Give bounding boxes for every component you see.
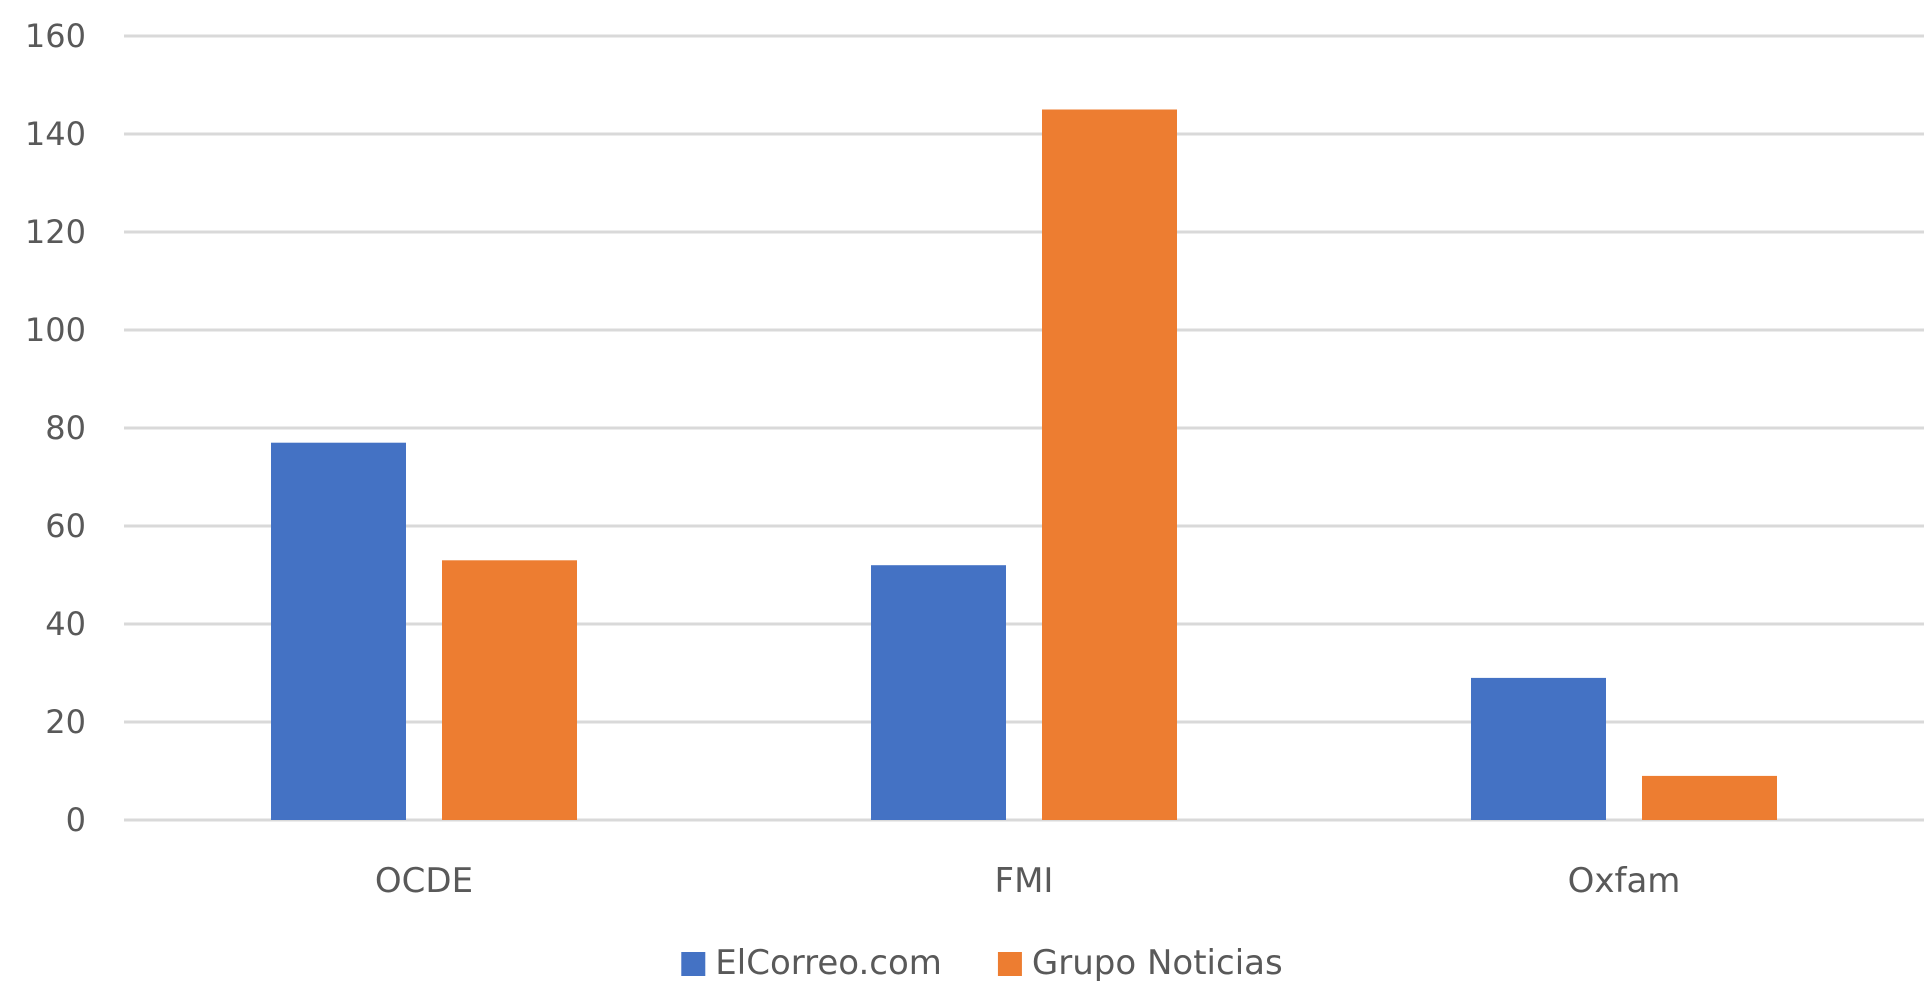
legend-item-elcorreo-com: ElCorreo.com bbox=[681, 943, 942, 983]
legend-item-grupo-noticias: Grupo Noticias bbox=[997, 943, 1283, 983]
y-tick-label: 80 bbox=[45, 409, 86, 447]
y-tick-label: 160 bbox=[25, 17, 86, 55]
y-tick-label: 140 bbox=[25, 115, 86, 153]
y-tick-label: 40 bbox=[45, 605, 86, 643]
bar-grupo-noticias-fmi bbox=[1042, 109, 1177, 820]
y-tick-label: 0 bbox=[66, 801, 86, 839]
y-tick-label: 120 bbox=[25, 213, 86, 251]
legend: ElCorreo.com Grupo Noticias bbox=[681, 943, 1283, 983]
legend-label: ElCorreo.com bbox=[715, 943, 942, 983]
y-tick-label: 60 bbox=[45, 507, 86, 545]
bars bbox=[271, 109, 1777, 820]
bar-grupo-noticias-oxfam bbox=[1642, 775, 1777, 820]
legend-swatch bbox=[681, 952, 706, 976]
bar-grupo-noticias-ocde bbox=[442, 560, 577, 820]
legend-label: Grupo Noticias bbox=[1032, 943, 1283, 983]
bar-elcorreo-com-fmi bbox=[871, 565, 1006, 820]
x-tick-label: FMI bbox=[995, 861, 1054, 901]
x-axis-ticks: OCDE FMI Oxfam bbox=[375, 861, 1680, 901]
bar-elcorreo-com-oxfam bbox=[1471, 677, 1606, 820]
y-tick-label: 100 bbox=[25, 311, 86, 349]
y-axis-ticks: 0 20 40 60 80 100 120 140 160 bbox=[25, 17, 86, 839]
x-tick-label: OCDE bbox=[375, 861, 473, 901]
y-tick-label: 20 bbox=[45, 703, 86, 741]
legend-swatch bbox=[997, 952, 1022, 976]
x-tick-label: Oxfam bbox=[1568, 861, 1681, 901]
gridlines bbox=[124, 34, 1924, 822]
bar-elcorreo-com-ocde bbox=[271, 442, 406, 820]
